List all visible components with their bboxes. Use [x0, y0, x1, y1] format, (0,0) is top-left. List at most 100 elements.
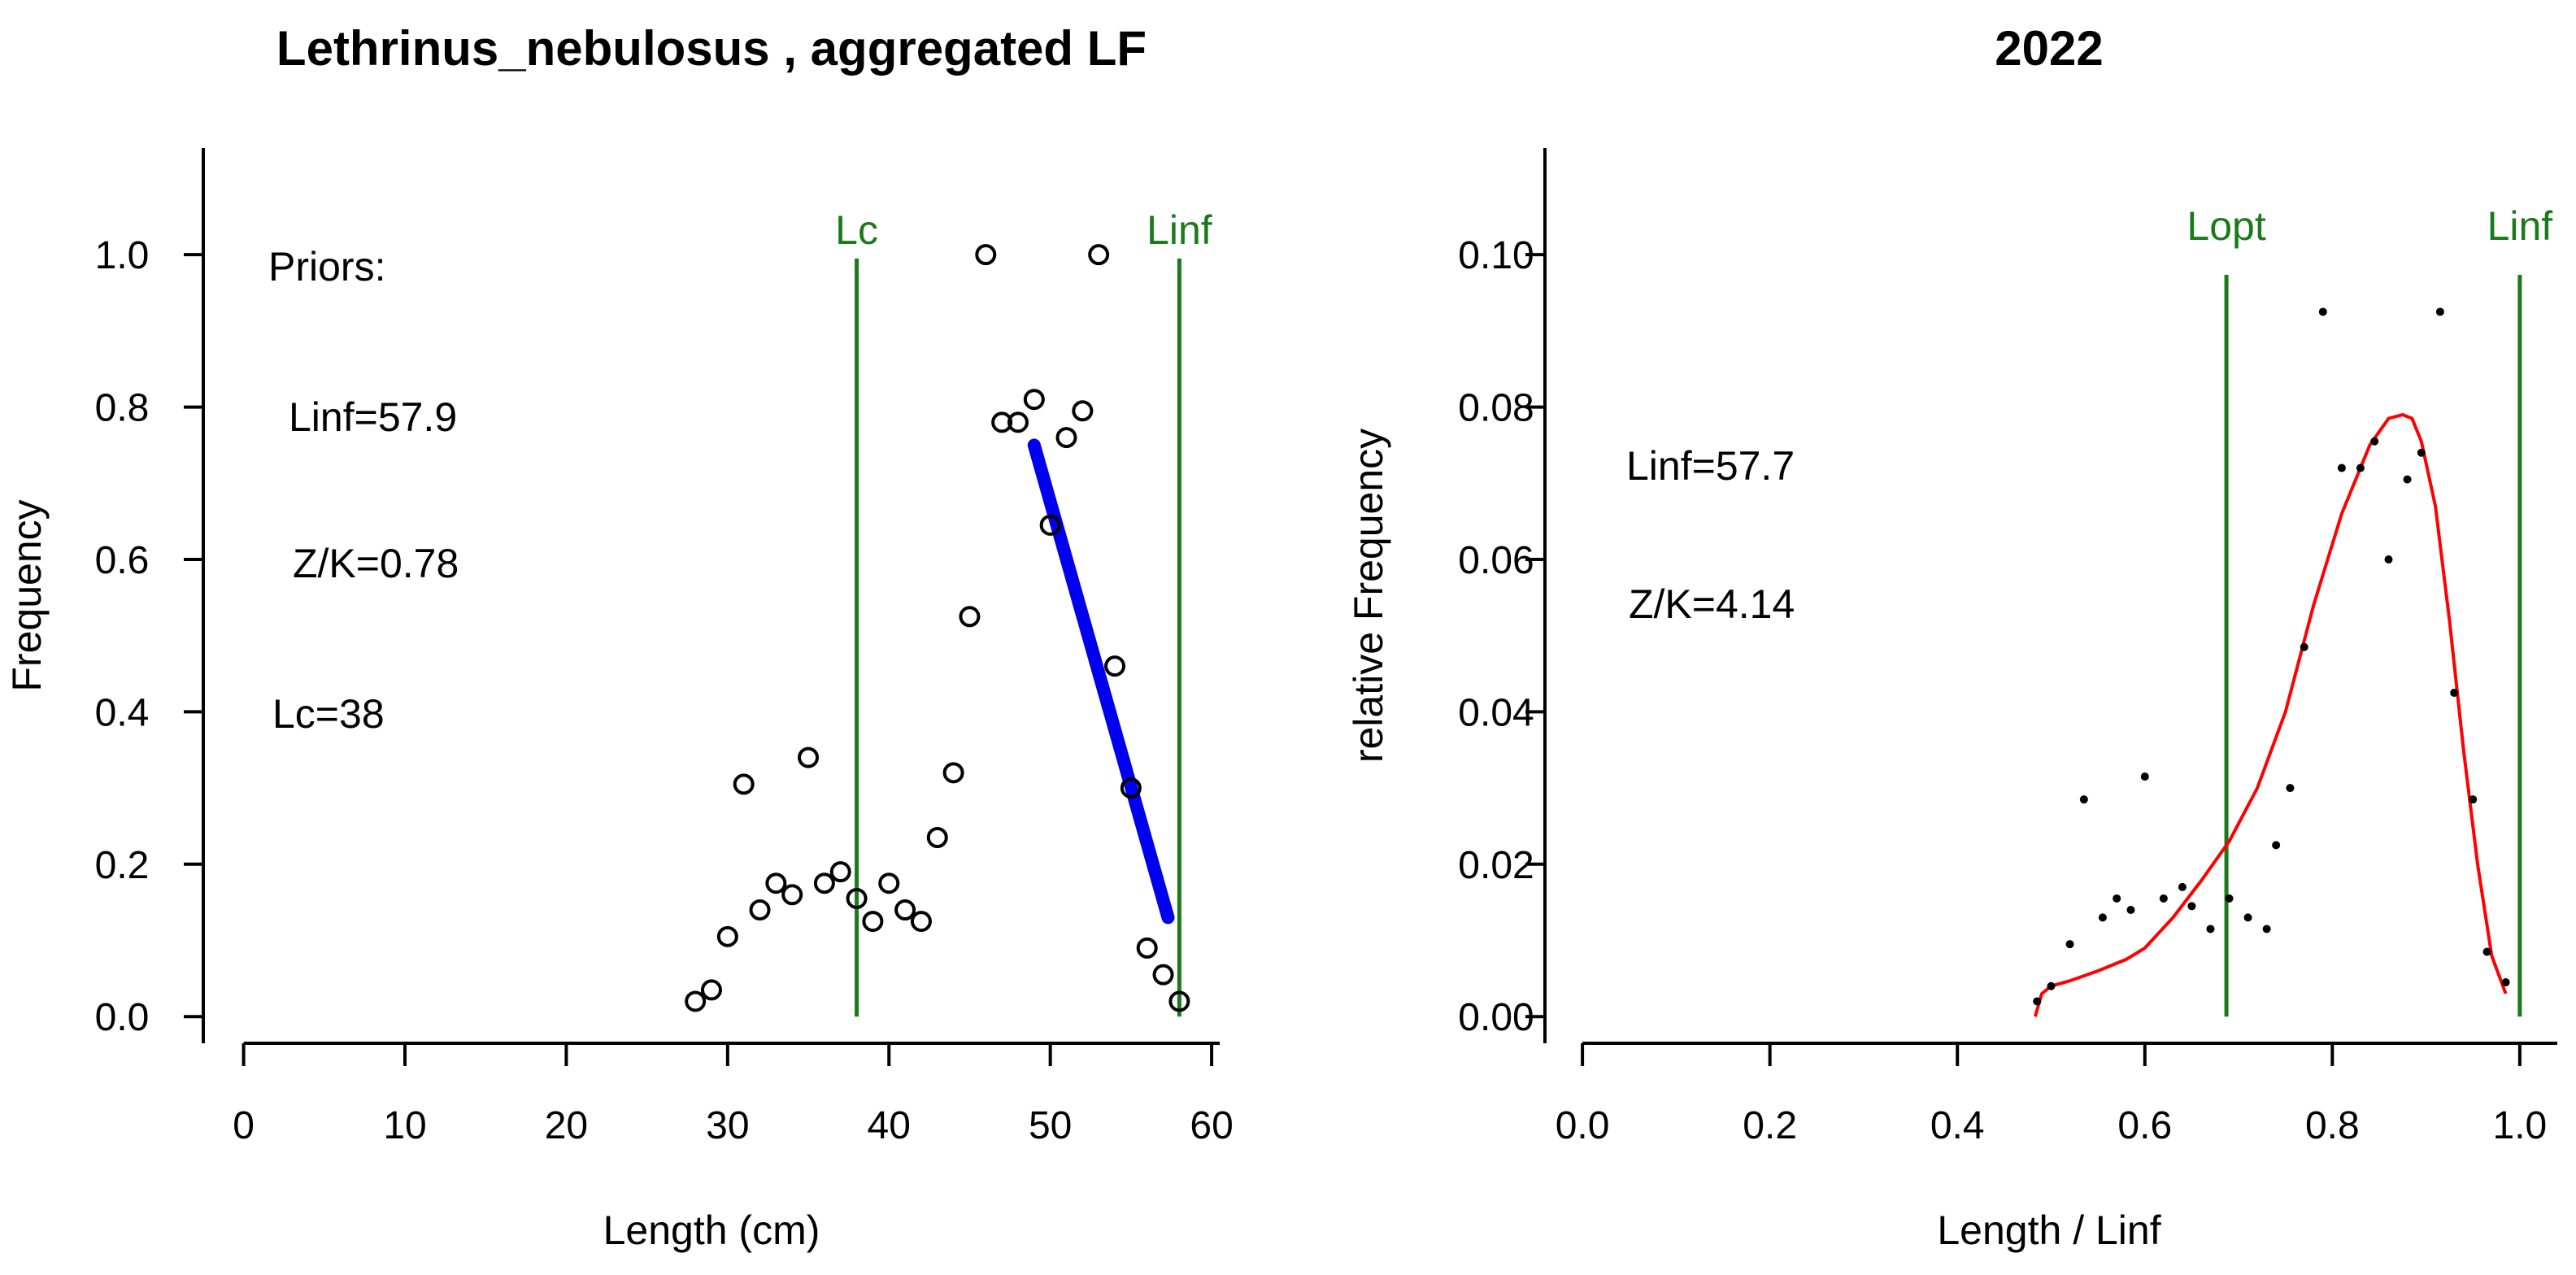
data-point: [1007, 411, 1029, 433]
data-point: [749, 899, 771, 921]
data-point: [1039, 514, 1061, 536]
y-tick-label: 0.10: [1458, 234, 1534, 277]
annotation-text: Z/K=0.78: [293, 541, 459, 586]
chart-title: 2022: [1995, 21, 2103, 76]
data-point: [2079, 795, 2088, 804]
data-point: [1055, 427, 1077, 449]
data-point: [910, 911, 932, 933]
y-tick-label: 0.4: [95, 691, 150, 734]
data-point: [701, 979, 722, 1001]
data-point: [2187, 902, 2196, 911]
data-point: [781, 884, 803, 906]
annotation-text: Linf=57.7: [1626, 443, 1795, 489]
catch-curve-fit-line: [1027, 438, 1175, 925]
x-tick-label: 50: [1029, 1104, 1072, 1147]
data-point: [1136, 937, 1158, 959]
y-axis-label: Frequency: [4, 499, 50, 691]
reference-line-label: Lc: [835, 207, 878, 253]
data-point: [2033, 997, 2042, 1006]
x-tick-label: 40: [868, 1104, 911, 1147]
chart-title: Lethrinus_nebulosus , aggregated LF: [276, 21, 1147, 76]
y-tick-label: 0.08: [1458, 387, 1534, 430]
x-tick-label: 10: [383, 1104, 426, 1147]
data-point: [2450, 688, 2459, 697]
data-point: [2159, 894, 2168, 903]
chart-panel-2: 2022 0.0 0.2 0.4 0.6 0.8 1.0 0.00 0.02 0.04 0.06 0.…: [1346, 21, 2557, 1253]
x-axis-label: Length / Linf: [1937, 1208, 2160, 1253]
data-point: [2126, 906, 2135, 915]
y-tick-label: 0.06: [1458, 539, 1534, 582]
data-point: [2370, 437, 2379, 446]
annotation-text: Z/K=4.14: [1629, 581, 1795, 627]
chart-panel-1: Lethrinus_nebulosus , aggregated LF 0 10 20…: [4, 21, 1234, 1253]
data-point: [2482, 947, 2491, 956]
x-tick-label: 0.4: [1930, 1104, 1985, 1147]
data-point: [685, 990, 707, 1012]
x-tick-label: 0.2: [1743, 1104, 1797, 1147]
annotation-text: Priors:: [268, 244, 385, 289]
data-point: [878, 872, 900, 894]
data-point: [2300, 642, 2308, 651]
data-point: [1104, 655, 1126, 677]
data-point: [894, 899, 916, 921]
data-point: [959, 606, 981, 628]
x-tick-label: 0.0: [1556, 1104, 1610, 1147]
data-point: [2243, 913, 2252, 922]
data-point: [2272, 841, 2281, 850]
data-point: [2337, 463, 2346, 472]
data-point: [2178, 882, 2187, 891]
data-point: [798, 746, 820, 768]
y-tick-label: 0.0: [95, 996, 150, 1039]
data-point: [1120, 777, 1142, 799]
y-axis-label: relative Frequency: [1346, 429, 1391, 763]
data-point: [2206, 925, 2215, 933]
data-point: [765, 872, 787, 894]
x-tick-label: 0: [233, 1104, 255, 1147]
data-point: [2318, 307, 2327, 316]
data-point: [2047, 981, 2056, 990]
data-point: [2403, 475, 2412, 484]
data-point: [2417, 448, 2426, 457]
annotation-text: Linf=57.9: [289, 394, 457, 440]
data-point: [2065, 940, 2074, 949]
data-point: [2384, 555, 2393, 564]
reference-line-label: Linf: [1147, 207, 1212, 253]
data-point: [2356, 463, 2365, 472]
data-point: [926, 827, 948, 849]
data-point: [2113, 894, 2121, 903]
data-point: [2098, 913, 2107, 922]
data-point: [1168, 990, 1190, 1012]
x-tick-label: 0.6: [2117, 1104, 2172, 1147]
x-tick-label: 1.0: [2493, 1104, 2548, 1147]
data-point: [733, 773, 755, 795]
data-point: [1072, 400, 1094, 422]
x-tick-label: 30: [706, 1104, 749, 1147]
y-tick-label: 1.0: [95, 234, 150, 277]
y-tick-label: 0.6: [95, 539, 150, 582]
x-tick-label: 60: [1190, 1104, 1233, 1147]
data-point: [829, 861, 851, 883]
y-tick-label: 0.02: [1458, 844, 1534, 887]
data-point: [942, 762, 964, 784]
data-point: [862, 911, 884, 933]
data-point: [716, 925, 738, 947]
x-tick-label: 20: [545, 1104, 588, 1147]
y-tick-label: 0.2: [95, 844, 150, 887]
fitted-curve: [2033, 412, 2508, 1017]
data-point: [991, 411, 1013, 433]
x-tick-label: 0.8: [2305, 1104, 2360, 1147]
data-point: [846, 887, 868, 909]
y-tick-label: 0.00: [1458, 996, 1534, 1039]
reference-line-label: Lopt: [2187, 203, 2265, 249]
data-point: [2140, 772, 2149, 781]
data-point: [1023, 389, 1045, 411]
y-tick-label: 0.8: [95, 387, 150, 430]
data-point: [2262, 925, 2271, 933]
data-point: [2469, 795, 2478, 804]
data-point: [2225, 894, 2234, 903]
data-point: [2435, 307, 2444, 316]
data-point: [1152, 964, 1174, 986]
data-point: [2286, 784, 2295, 793]
reference-line-label: Linf: [2487, 203, 2553, 249]
